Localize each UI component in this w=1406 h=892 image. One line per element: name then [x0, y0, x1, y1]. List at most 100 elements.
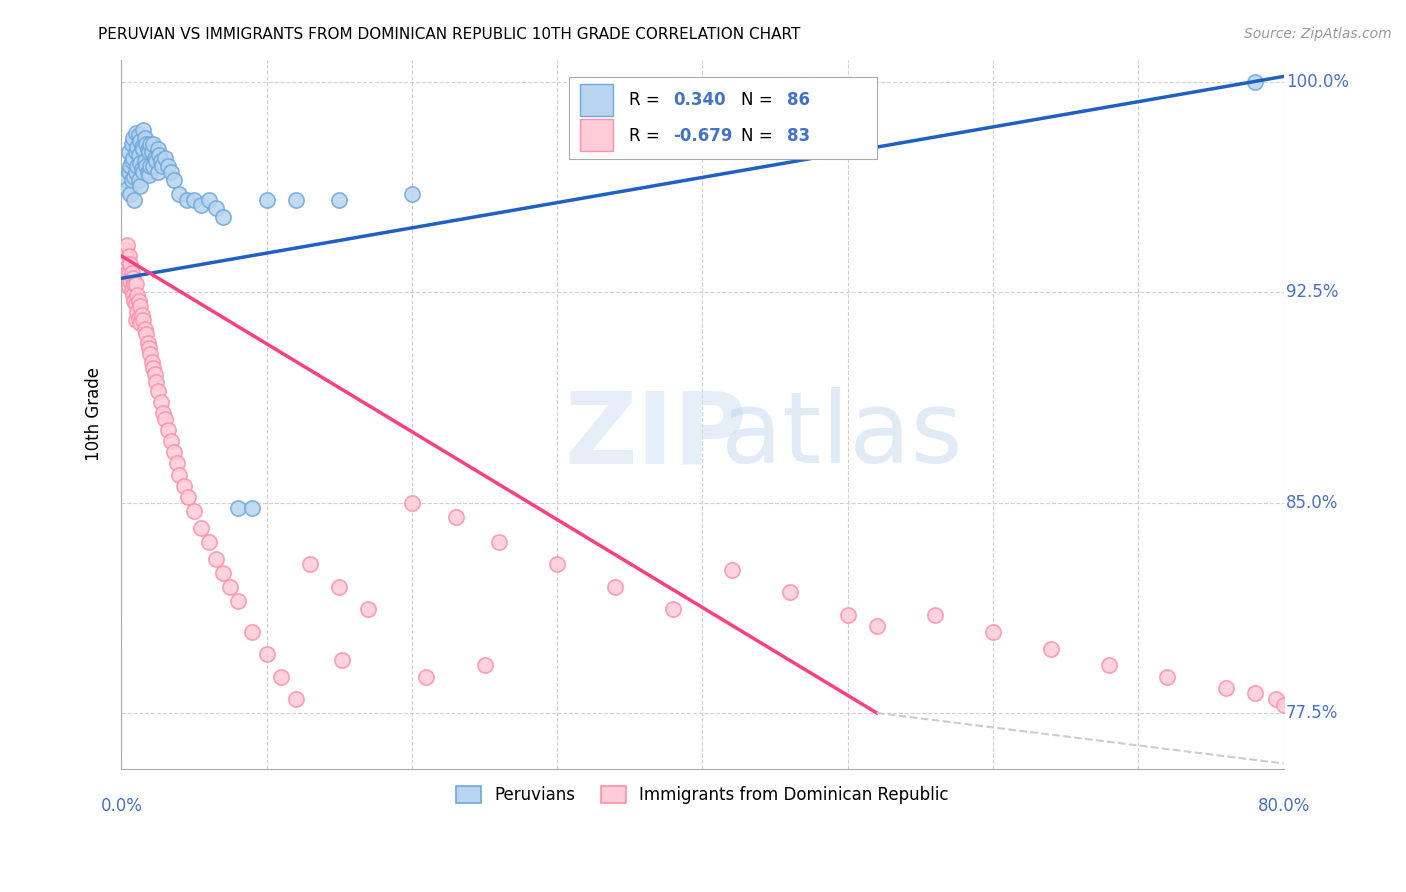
Point [132, 165, 155, 179]
Point [153, 151, 176, 165]
Point [114, 244, 136, 258]
Text: 83: 83 [787, 127, 810, 145]
Legend: Peruvians, Immigrants from Dominican Republic: Peruvians, Immigrants from Dominican Rep… [450, 779, 955, 811]
Point [115, 237, 138, 252]
Point [401, 496, 423, 510]
Point [357, 602, 380, 616]
Point [1272, 698, 1295, 712]
Point [129, 178, 152, 193]
Point [328, 580, 350, 594]
Text: 100.0%: 100.0% [1286, 73, 1348, 91]
Point [139, 159, 162, 173]
Point [662, 602, 685, 616]
Point [299, 558, 322, 572]
Point [117, 145, 139, 160]
Point [866, 619, 889, 633]
Point [605, 580, 627, 594]
Point [149, 153, 172, 168]
Point [159, 434, 181, 448]
Point [129, 316, 152, 330]
Point [121, 266, 143, 280]
Point [129, 134, 152, 148]
Point [197, 193, 219, 207]
Text: Source: ZipAtlas.com: Source: ZipAtlas.com [1244, 27, 1392, 41]
Point [132, 122, 155, 136]
Point [284, 692, 307, 706]
Point [122, 288, 145, 302]
Point [122, 151, 145, 165]
Text: R =: R = [630, 127, 665, 145]
Text: 92.5%: 92.5% [1286, 284, 1339, 301]
Point [146, 165, 169, 179]
Text: 0.340: 0.340 [673, 91, 725, 109]
Point [124, 193, 146, 207]
Point [117, 165, 139, 179]
Point [122, 131, 145, 145]
Point [1156, 669, 1178, 683]
Point [401, 187, 423, 202]
Point [128, 173, 150, 187]
Point [143, 151, 166, 165]
Y-axis label: 10th Grade: 10th Grade [86, 368, 103, 461]
Point [256, 193, 278, 207]
Point [129, 156, 152, 170]
Point [114, 173, 136, 187]
Point [115, 266, 138, 280]
Point [135, 327, 157, 342]
FancyBboxPatch shape [581, 84, 613, 116]
Point [131, 308, 153, 322]
Point [129, 299, 152, 313]
Point [146, 142, 169, 156]
Text: PERUVIAN VS IMMIGRANTS FROM DOMINICAN REPUBLIC 10TH GRADE CORRELATION CHART: PERUVIAN VS IMMIGRANTS FROM DOMINICAN RE… [98, 27, 801, 42]
Point [204, 201, 226, 215]
Point [120, 159, 142, 173]
Point [125, 145, 148, 160]
Point [149, 394, 172, 409]
Point [124, 277, 146, 291]
Point [121, 136, 143, 151]
Point [128, 128, 150, 143]
Point [128, 293, 150, 308]
Point [163, 445, 186, 459]
Point [134, 131, 156, 145]
Point [1040, 641, 1063, 656]
Point [125, 126, 148, 140]
Text: N =: N = [741, 91, 778, 109]
Point [546, 558, 568, 572]
Text: -0.679: -0.679 [673, 127, 733, 145]
Point [121, 173, 143, 187]
Point [1098, 658, 1121, 673]
Point [124, 293, 146, 308]
Point [183, 193, 205, 207]
Point [240, 501, 263, 516]
Point [125, 277, 148, 291]
Text: R =: R = [630, 91, 665, 109]
Point [219, 580, 242, 594]
Point [127, 305, 149, 319]
Point [125, 165, 148, 179]
Text: ZIP: ZIP [565, 387, 748, 484]
Point [120, 257, 142, 271]
Point [115, 181, 138, 195]
Point [134, 153, 156, 168]
Point [120, 274, 142, 288]
Point [139, 136, 162, 151]
Point [330, 653, 353, 667]
Point [128, 310, 150, 325]
Point [136, 165, 159, 179]
Point [240, 624, 263, 639]
Point [127, 159, 149, 173]
Point [212, 566, 235, 580]
Point [1265, 692, 1288, 706]
Point [135, 136, 157, 151]
Point [183, 504, 205, 518]
Point [488, 535, 510, 549]
Point [270, 669, 292, 683]
Point [143, 367, 166, 381]
Point [190, 198, 212, 212]
Point [779, 585, 801, 599]
Text: 77.5%: 77.5% [1286, 704, 1339, 722]
Text: 0.0%: 0.0% [100, 797, 142, 815]
Point [117, 279, 139, 293]
Point [177, 490, 200, 504]
